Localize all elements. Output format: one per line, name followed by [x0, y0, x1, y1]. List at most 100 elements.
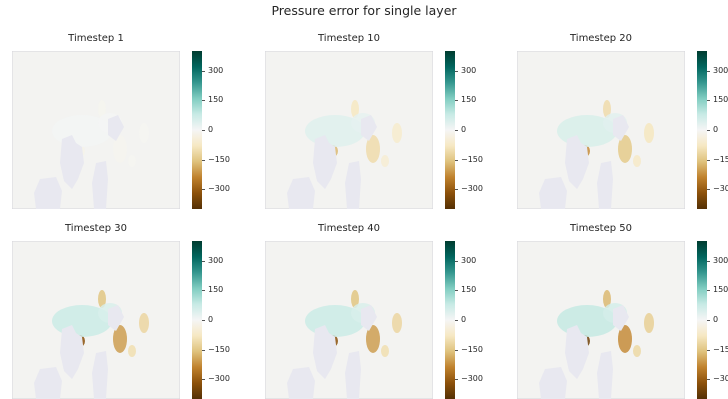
colorbar-tick-label: 150 [461, 95, 477, 105]
colorbar-tick-label: 300 [461, 65, 477, 75]
land-mask [287, 367, 315, 399]
colorbar-tick-label: 300 [461, 255, 477, 265]
colorbar-tick-label: −150 [713, 344, 728, 354]
colorbar-tick-label: 0 [713, 125, 719, 134]
colorbar-tick-mark [707, 159, 710, 161]
colorbar-tick-mark [455, 130, 458, 131]
error-region [139, 313, 149, 333]
colorbar-tick-label: 300 [713, 65, 728, 75]
colorbar-tick-label: 150 [208, 285, 224, 295]
error-region [644, 123, 654, 143]
error-region [644, 313, 654, 333]
colorbar-tick-mark [455, 159, 458, 161]
colorbar-tick-mark [455, 100, 458, 102]
colorbar-tick-mark [707, 189, 710, 191]
colorbar-tick-label: −150 [208, 154, 230, 164]
subplot-timestep-5: Timestep 40 300 150 0 −150 −300 [265, 223, 485, 399]
subplot-timestep-1: Timestep 1 300 150 0 −150 −300 [12, 33, 232, 209]
error-region [618, 325, 632, 353]
colorbar-tick-mark [707, 349, 710, 351]
subplot-timestep-4: Timestep 30 300 150 0 −150 −300 [12, 223, 232, 399]
heatmap-plot [265, 241, 433, 399]
subplot-title: Timestep 50 [569, 223, 632, 234]
colorbar-tick-label: 150 [713, 95, 728, 105]
colorbar-tick-mark [455, 70, 458, 72]
colorbar-tick-mark [202, 159, 205, 161]
error-region [128, 345, 136, 357]
error-region [98, 100, 106, 118]
error-region [113, 135, 127, 163]
land-mask [108, 305, 124, 331]
colorbar-gradient [697, 51, 707, 209]
colorbar-tick-mark [707, 70, 710, 72]
figure-title: Pressure error for single layer [271, 3, 457, 18]
colorbar-gradient [192, 51, 202, 209]
land-mask [345, 351, 361, 399]
colorbar-tick-label: −150 [461, 154, 483, 164]
colorbar-tick-mark [202, 290, 205, 292]
subplot-title: Timestep 1 [68, 33, 124, 44]
colorbar-tick-label: −300 [208, 184, 230, 194]
colorbar-tick-label: −300 [208, 374, 230, 384]
colorbar-tick-mark [707, 379, 710, 381]
land-mask [361, 305, 377, 331]
error-region [381, 345, 389, 357]
colorbar-tick-label: −300 [461, 184, 483, 194]
error-region [351, 100, 359, 118]
colorbar-tick-mark [202, 379, 205, 381]
land-mask [539, 367, 567, 399]
colorbar-tick-label: −150 [713, 154, 728, 164]
colorbar-tick-label: 0 [208, 125, 214, 134]
colorbar-tick-mark [202, 260, 205, 262]
colorbar-tick-mark [707, 130, 710, 131]
colorbar-tick-mark [707, 260, 710, 262]
heatmap-plot [12, 241, 180, 399]
colorbar-tick-mark [455, 189, 458, 191]
subplot-title: Timestep 10 [317, 33, 380, 44]
colorbar-tick-mark [707, 100, 710, 102]
heatmap-plot [517, 51, 685, 209]
land-mask [92, 351, 108, 399]
land-mask [345, 161, 361, 209]
land-mask [313, 325, 337, 379]
colorbar-tick-label: −150 [461, 344, 483, 354]
error-region [366, 135, 380, 163]
subplot-title: Timestep 40 [317, 223, 380, 234]
land-mask [565, 135, 589, 189]
land-mask [108, 115, 124, 141]
land-mask [34, 177, 62, 209]
land-mask [361, 115, 377, 141]
error-region [603, 290, 611, 308]
error-region [366, 325, 380, 353]
colorbar-tick-label: 300 [208, 255, 224, 265]
colorbar-tick-label: 0 [713, 315, 719, 324]
colorbar-tick-mark [455, 379, 458, 381]
colorbar-tick-mark [202, 100, 205, 102]
heatmap-plot [517, 241, 685, 399]
land-mask [565, 325, 589, 379]
colorbar-gradient [192, 241, 202, 399]
colorbar-tick-mark [455, 320, 458, 321]
land-mask [313, 135, 337, 189]
error-region [633, 155, 641, 167]
error-region [603, 100, 611, 118]
error-region [392, 313, 402, 333]
colorbar-tick-mark [455, 290, 458, 292]
colorbar-tick-mark [202, 320, 205, 321]
colorbar-tick-label: 150 [208, 95, 224, 105]
colorbar-tick-mark [202, 130, 205, 131]
error-region [113, 325, 127, 353]
land-mask [60, 325, 84, 379]
error-region [139, 123, 149, 143]
colorbar-tick-label: −150 [208, 344, 230, 354]
colorbar-tick-label: 300 [208, 65, 224, 75]
colorbar-gradient [697, 241, 707, 399]
heatmap-plot [12, 51, 180, 209]
land-mask [60, 135, 84, 189]
colorbar-tick-label: −300 [461, 374, 483, 384]
colorbar-tick-label: 0 [461, 315, 467, 324]
error-region [381, 155, 389, 167]
error-region [98, 290, 106, 308]
land-mask [34, 367, 62, 399]
colorbar-tick-label: 0 [461, 125, 467, 134]
